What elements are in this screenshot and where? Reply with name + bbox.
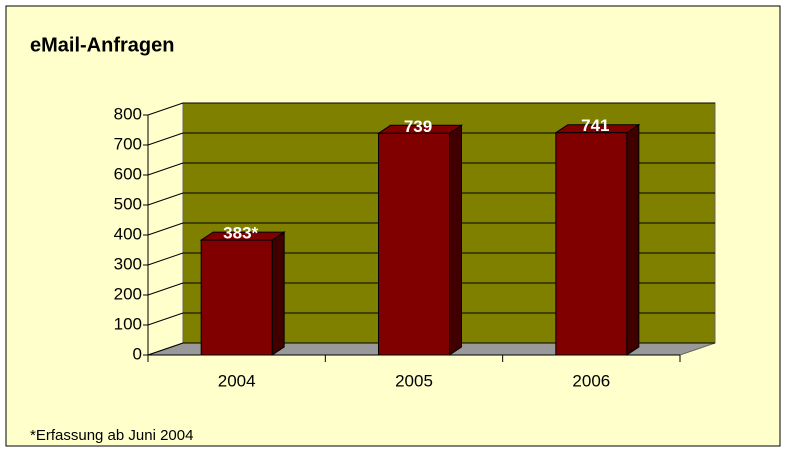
grid-line bbox=[147, 282, 184, 296]
grid-line bbox=[147, 342, 184, 356]
bar bbox=[555, 132, 628, 356]
y-tick-label: 500 bbox=[114, 194, 142, 213]
bar bbox=[378, 132, 450, 356]
data-label: 741 bbox=[581, 116, 609, 135]
grid-line bbox=[147, 312, 184, 326]
grid-line bbox=[147, 162, 184, 176]
y-tick-label: 800 bbox=[114, 104, 142, 123]
data-label: 739 bbox=[404, 117, 432, 136]
chart-title: eMail-Anfragen bbox=[30, 34, 174, 56]
grid-line bbox=[147, 192, 184, 206]
x-tick-label: 2006 bbox=[572, 371, 610, 390]
data-label: 383* bbox=[223, 224, 258, 243]
grid-line bbox=[147, 102, 184, 116]
footnote: *Erfassung ab Juni 2004 bbox=[30, 427, 193, 444]
y-tick-label: 400 bbox=[114, 224, 142, 243]
grid-line bbox=[147, 222, 184, 236]
bar-side bbox=[449, 124, 462, 356]
y-tick-label: 700 bbox=[114, 134, 142, 153]
x-tick-label: 2004 bbox=[218, 371, 256, 390]
bar-side bbox=[626, 123, 640, 356]
y-tick-label: 0 bbox=[133, 344, 142, 363]
y-tick-label: 600 bbox=[114, 164, 142, 183]
bar-side bbox=[271, 231, 285, 356]
y-tick-label: 100 bbox=[114, 314, 142, 333]
y-tick-label: 300 bbox=[114, 254, 142, 273]
bar bbox=[200, 239, 273, 356]
grid-line bbox=[147, 132, 184, 146]
x-tick-label: 2005 bbox=[395, 371, 433, 390]
y-tick-label: 200 bbox=[114, 284, 142, 303]
grid-line bbox=[147, 252, 184, 266]
